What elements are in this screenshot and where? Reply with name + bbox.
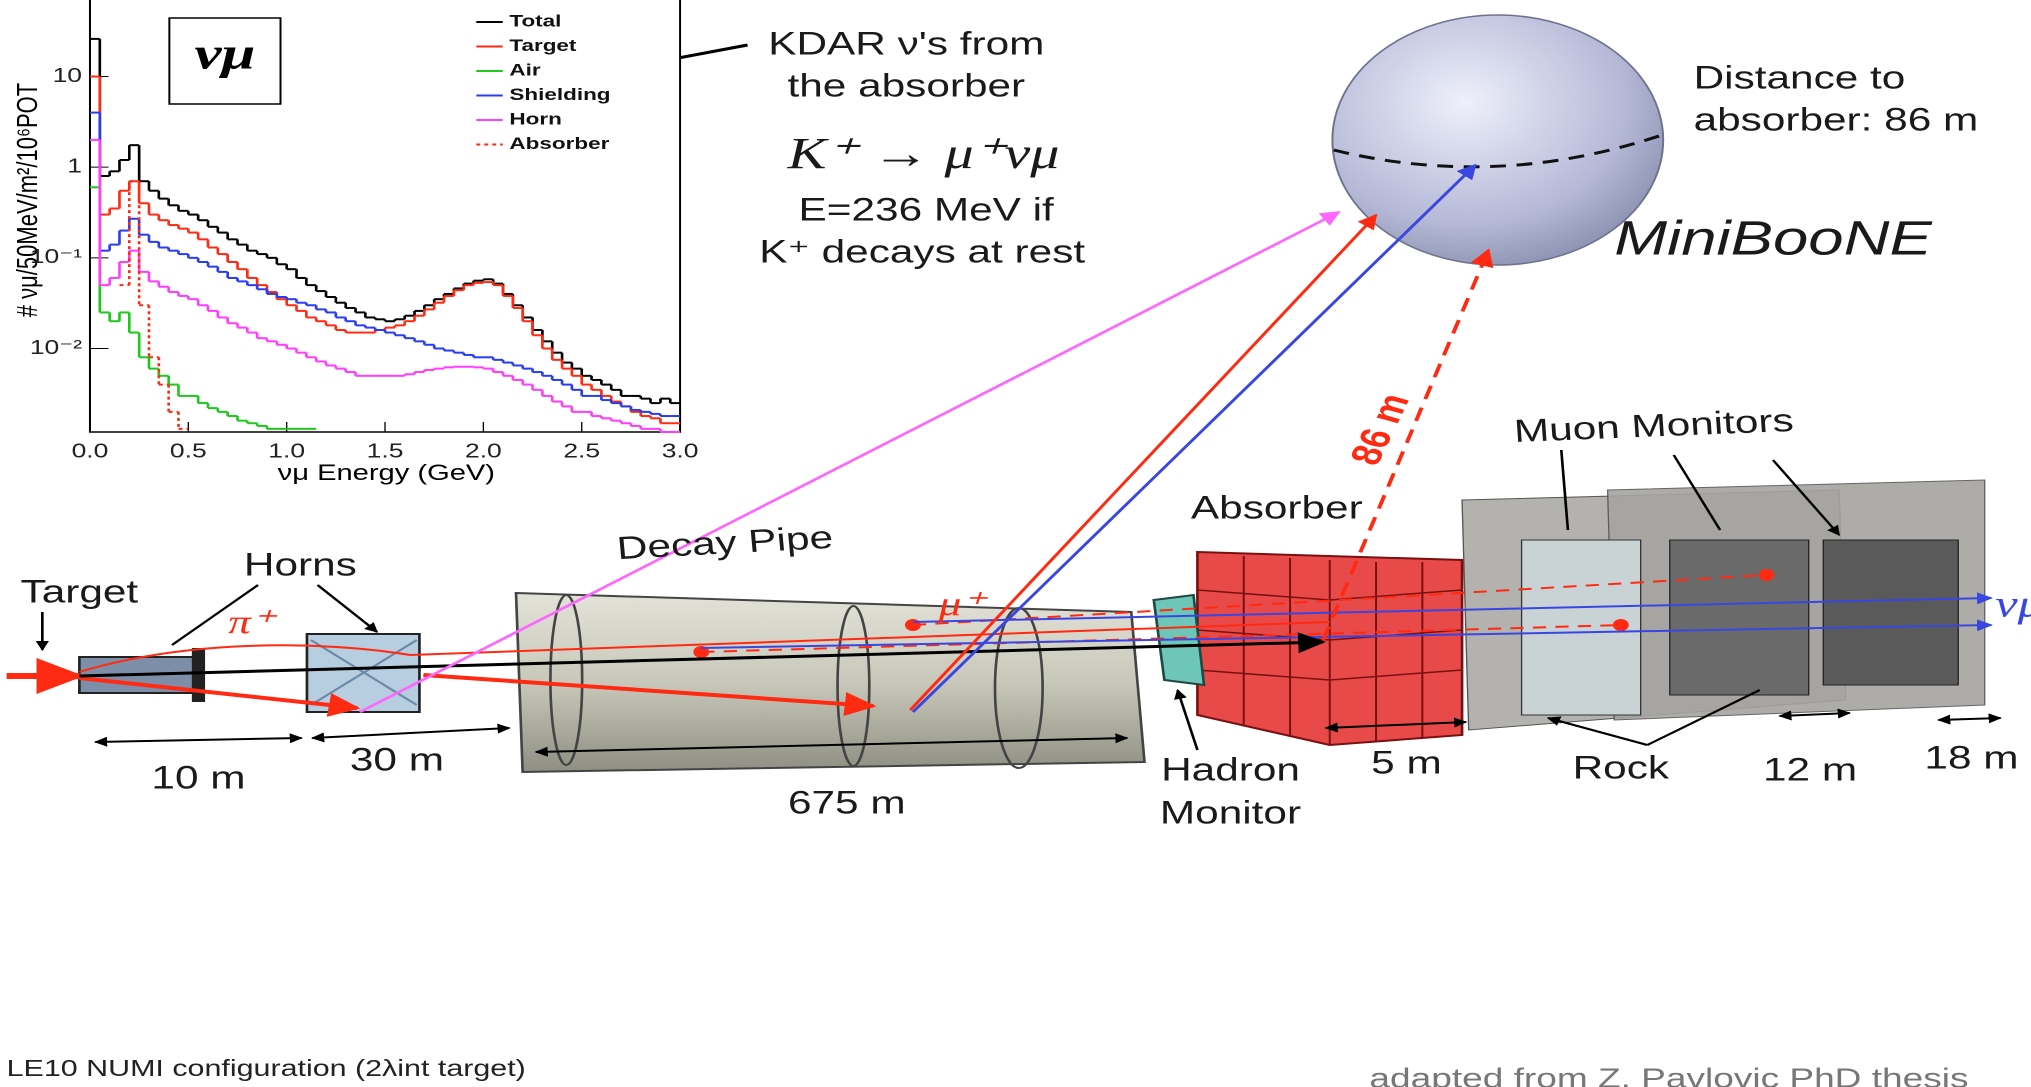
legend-label: Target: [509, 36, 576, 55]
pointer: [1178, 690, 1198, 750]
decay-point: [1758, 569, 1774, 581]
y-axis-title: # νμ/50MeV/m²/10⁶POT: [12, 83, 44, 318]
muon-monitor: [1670, 540, 1809, 695]
x-tick-label: 2.0: [465, 439, 502, 461]
length-label: 18 m: [1924, 739, 2018, 775]
y-tick-label: 10⁻²: [30, 336, 82, 358]
particle-label: μ⁺: [938, 584, 989, 622]
x-tick-label: 2.5: [563, 439, 600, 461]
x-tick-label: 1.0: [268, 439, 305, 461]
component-label: Rock: [1573, 749, 1670, 785]
legend-label: Horn: [509, 110, 561, 129]
detector-name: MiniBooNE: [1614, 211, 1933, 265]
dimension: [1938, 718, 2000, 720]
length-label: 12 m: [1763, 751, 1857, 787]
muon-monitor: [1823, 540, 1958, 685]
particle-label: νμ: [1995, 583, 2031, 626]
component-label: Horns: [244, 546, 357, 582]
length-label: 675 m: [788, 784, 906, 820]
y-tick-label: 10⁻¹: [30, 245, 82, 267]
x-tick-label: 0.5: [170, 439, 207, 461]
distance-note: Distance to: [1694, 59, 1906, 95]
component-label: Absorber: [1191, 489, 1363, 525]
x-tick-label: 0.0: [72, 439, 109, 461]
dimension: [312, 728, 509, 738]
energy-note: K⁺ decays at rest: [759, 233, 1085, 269]
length-label: 5 m: [1371, 744, 1442, 780]
component-label: Muon Monitors: [1513, 402, 1795, 449]
legend-label: Total: [509, 12, 561, 31]
x-tick-label: 3.0: [662, 439, 699, 461]
legend-label: Air: [509, 61, 541, 80]
x-tick-label: 1.5: [367, 439, 404, 461]
credit: adapted from Z. Pavlovic PhD thesis: [1369, 1062, 1968, 1087]
dimension: [95, 738, 301, 742]
horn-ring: [192, 648, 205, 702]
decay-formula: K⁺ → μ⁺νμ: [786, 130, 1059, 179]
x-axis-title: νμ Energy (GeV): [278, 461, 495, 485]
decay-point: [1613, 619, 1629, 631]
decay-point: [905, 619, 921, 631]
legend-label: Shielding: [509, 85, 610, 104]
y-tick-label: 1: [67, 155, 82, 177]
body: KDAR ν's from the absorber K⁺ → μ⁺νμ E=2…: [0, 0, 2031, 1087]
component-label: Monitor: [1160, 794, 1301, 830]
distance-label: 86 m: [1341, 389, 1419, 470]
figure: KDAR ν's from the absorber K⁺ → μ⁺νμ E=2…: [0, 0, 2031, 1087]
y-tick-label: 10: [53, 64, 82, 86]
page: KDAR neutrinos at MiniBooNE {"chart_data…: [0, 0, 2031, 1087]
particle-label: π⁺: [228, 602, 278, 640]
kdar-note: KDAR ν's from: [768, 25, 1044, 61]
component-label: Hadron: [1161, 751, 1300, 787]
dimension: [1780, 713, 1850, 716]
length-label: 30 m: [350, 741, 444, 777]
energy-note: E=236 MeV if: [799, 191, 1055, 227]
footnote: LE10 NUMI configuration (2λint target): [7, 1056, 526, 1082]
inset-label: νμ: [195, 28, 256, 79]
length-label: 10 m: [151, 759, 245, 795]
distance-note: absorber: 86 m: [1694, 101, 1979, 137]
kdar-note: the absorber: [788, 67, 1026, 103]
component-label: Decay Pipe: [615, 519, 834, 566]
component-label: Target: [21, 573, 139, 609]
legend-label: Absorber: [509, 134, 609, 153]
